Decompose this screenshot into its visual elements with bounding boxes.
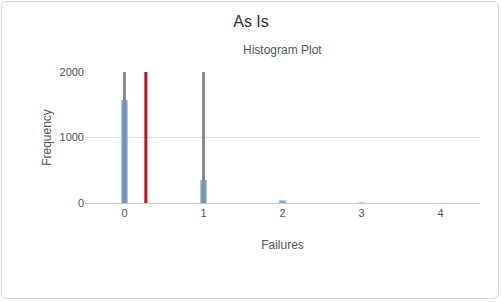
svg-text:Frequency: Frequency (40, 109, 54, 166)
svg-text:4: 4 (437, 207, 443, 219)
svg-text:0: 0 (78, 197, 84, 209)
svg-text:As Is: As Is (233, 13, 269, 30)
svg-text:0: 0 (121, 207, 127, 219)
svg-text:3: 3 (358, 207, 364, 219)
svg-text:Failures: Failures (261, 238, 304, 252)
svg-text:2: 2 (279, 207, 285, 219)
svg-text:2000: 2000 (60, 66, 84, 78)
svg-text:Histogram Plot: Histogram Plot (243, 43, 322, 57)
svg-text:1000: 1000 (60, 131, 84, 143)
svg-text:1: 1 (200, 207, 206, 219)
